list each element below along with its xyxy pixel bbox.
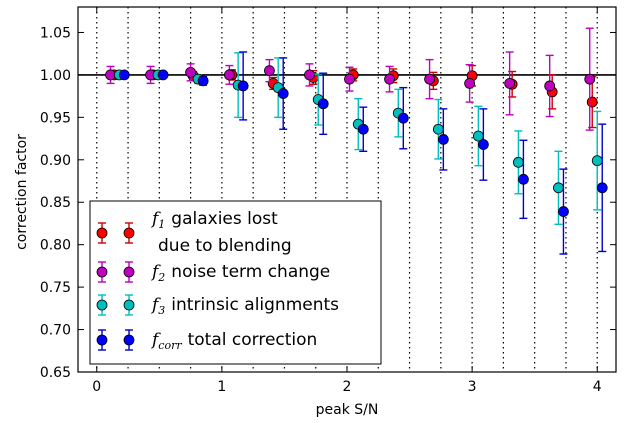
legend-marker — [96, 266, 108, 278]
y-tick-label: 0.95 — [40, 110, 71, 126]
data-point — [584, 73, 596, 85]
x-tick-label: 2 — [343, 379, 352, 395]
legend-label-line2: due to blending — [158, 236, 292, 256]
y-tick-label: 0.75 — [40, 280, 71, 296]
y-tick-label: 0.70 — [40, 323, 71, 339]
data-point — [344, 73, 355, 85]
data-point — [264, 65, 275, 77]
legend-marker — [123, 334, 135, 346]
legend-box — [89, 200, 382, 365]
data-point — [397, 112, 409, 124]
x-tick-label: 4 — [593, 379, 602, 395]
data-point — [544, 80, 556, 92]
data-point — [384, 73, 395, 85]
data-point — [424, 73, 435, 85]
data-point — [464, 77, 476, 89]
data-point — [432, 123, 444, 135]
x-tick-label: 1 — [217, 379, 226, 395]
data-point — [437, 134, 449, 145]
y-tick-label: 1.00 — [40, 68, 71, 84]
legend-label: f2 noise term change — [150, 262, 330, 284]
data-point — [558, 206, 569, 217]
data-point — [317, 98, 329, 110]
legend-label: f1 galaxies lost — [150, 209, 278, 231]
y-tick-label: 0.85 — [40, 195, 71, 211]
x-tick-label: 3 — [468, 379, 477, 395]
data-point — [304, 69, 315, 81]
data-point — [277, 88, 289, 99]
data-point — [357, 123, 369, 135]
data-point — [553, 182, 564, 194]
data-point — [504, 77, 516, 89]
data-point — [477, 139, 489, 150]
y-tick-label: 1.05 — [40, 25, 71, 41]
y-tick-label: 0.90 — [40, 153, 71, 169]
y-tick-label: 0.80 — [40, 238, 71, 254]
y-axis-label: correction factor — [14, 134, 30, 250]
data-point — [197, 75, 209, 87]
x-tick-label: 0 — [92, 379, 101, 395]
data-point — [596, 182, 608, 194]
data-point — [223, 69, 235, 81]
data-point — [591, 155, 603, 167]
legend-marker — [96, 334, 108, 346]
legend-label: fcorr total correction — [150, 330, 317, 352]
data-point — [513, 156, 524, 168]
data-point — [118, 69, 130, 81]
plot-area — [78, 7, 616, 372]
y-tick-label: 0.65 — [40, 365, 71, 381]
data-point — [157, 69, 169, 81]
legend-marker — [123, 227, 135, 239]
legend-marker — [96, 299, 108, 311]
data-point — [185, 66, 197, 78]
legend-marker — [123, 266, 135, 278]
data-point — [518, 173, 529, 185]
legend-marker — [123, 299, 135, 311]
legend-label: f3 intrinsic alignments — [150, 295, 339, 317]
x-axis-label: peak S/N — [316, 402, 379, 418]
axes: 0 1 2 3 4 0.65 0.70 0.75 0.80 0.85 0.90 0.95 1.00 1.0… — [40, 6, 617, 395]
legend: f1 galaxies lost due to blending f2 noise te… — [89, 200, 382, 365]
data-point — [237, 80, 249, 92]
data-point — [586, 96, 598, 108]
legend-marker — [96, 227, 108, 239]
